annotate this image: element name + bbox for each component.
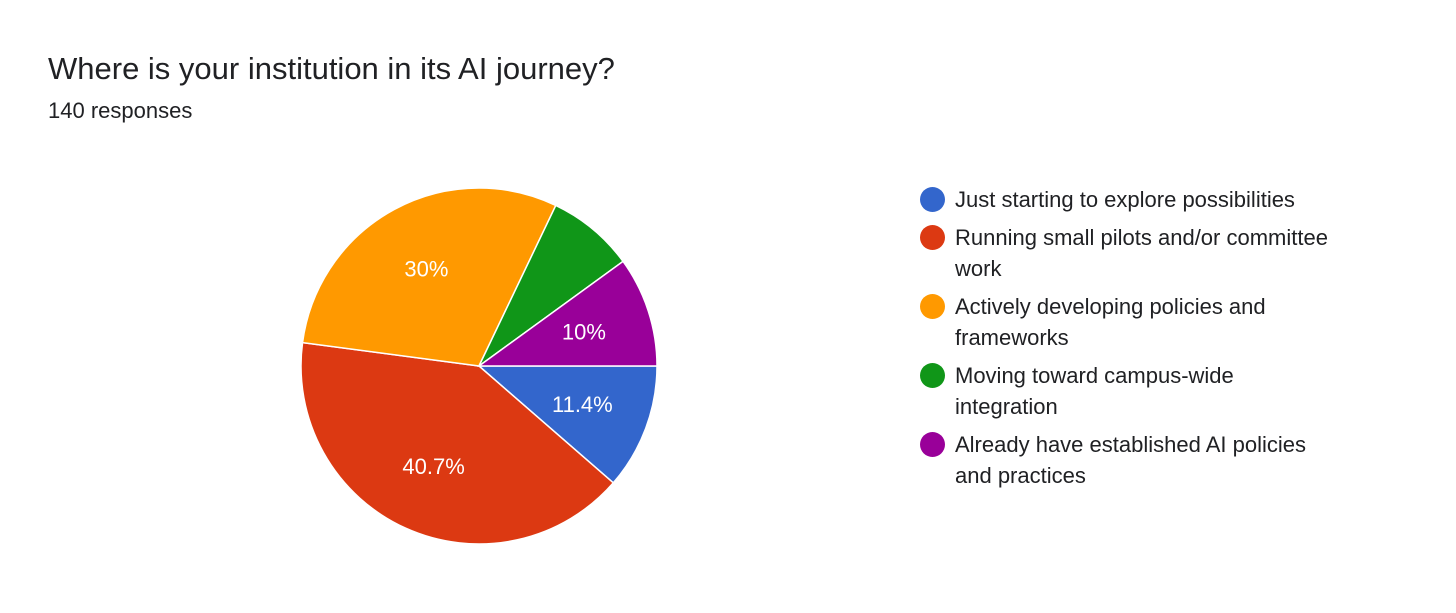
response-count: 140 responses xyxy=(48,98,193,123)
legend-item-3[interactable]: Moving toward campus-wide integration xyxy=(920,360,1340,422)
slice-label-1: 40.7% xyxy=(402,454,464,479)
legend-swatch-icon xyxy=(920,225,945,250)
chart-legend: Just starting to explore possibilities Ru… xyxy=(920,184,1340,498)
slice-label-2: 30% xyxy=(404,256,448,281)
legend-item-0[interactable]: Just starting to explore possibilities xyxy=(920,184,1340,215)
legend-label: Already have established AI policies and… xyxy=(955,432,1306,488)
legend-label: Moving toward campus-wide integration xyxy=(955,363,1234,419)
pie-slice-4[interactable] xyxy=(476,260,658,367)
legend-swatch-icon xyxy=(920,363,945,388)
legend-label: Just starting to explore possibilities xyxy=(955,187,1295,212)
slice-label-4: 10% xyxy=(562,319,606,344)
chart-title: Where is your institution in its AI jour… xyxy=(48,51,615,86)
pie-slice-2[interactable] xyxy=(301,187,557,367)
legend-item-1[interactable]: Running small pilots and/or committee wo… xyxy=(920,222,1340,284)
legend-swatch-icon xyxy=(920,294,945,319)
legend-swatch-icon xyxy=(920,432,945,457)
pie-slice-1[interactable] xyxy=(300,341,615,545)
slice-label-0: 11.4% xyxy=(552,392,613,417)
legend-item-2[interactable]: Actively developing policies and framewo… xyxy=(920,291,1340,353)
legend-label: Running small pilots and/or committee wo… xyxy=(955,225,1328,281)
legend-item-4[interactable]: Already have established AI policies and… xyxy=(920,429,1340,491)
legend-label: Actively developing policies and framewo… xyxy=(955,294,1266,350)
legend-swatch-icon xyxy=(920,187,945,212)
pie-slice-0[interactable] xyxy=(476,365,658,484)
